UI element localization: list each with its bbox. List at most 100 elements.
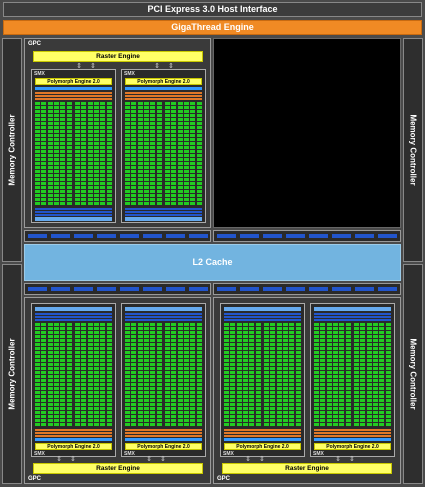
cuda-core xyxy=(270,375,276,378)
cuda-core xyxy=(60,383,66,386)
cuda-core xyxy=(35,146,40,149)
cuda-core xyxy=(143,359,149,362)
cuda-core xyxy=(177,379,183,382)
cuda-core xyxy=(289,323,295,326)
cuda-core xyxy=(190,170,196,173)
instruction-cache xyxy=(125,87,202,90)
cuda-core xyxy=(360,379,366,382)
cuda-core xyxy=(35,134,40,137)
cuda-core xyxy=(332,415,338,418)
cuda-core xyxy=(156,351,162,354)
cuda-core xyxy=(183,355,189,358)
memory-controller-label: Memory Controller xyxy=(408,114,418,186)
cuda-core xyxy=(125,391,130,394)
cuda-core xyxy=(379,363,385,366)
cuda-core xyxy=(75,367,80,370)
cuda-core xyxy=(60,323,66,326)
cuda-core xyxy=(249,335,255,338)
cuda-core xyxy=(131,375,137,378)
cuda-core xyxy=(255,355,261,358)
cuda-core xyxy=(75,327,80,330)
cuda-core xyxy=(289,331,295,334)
cuda-core xyxy=(249,395,255,398)
cuda-core xyxy=(171,142,177,145)
cuda-core xyxy=(137,327,143,330)
cuda-core xyxy=(270,355,276,358)
cuda-core xyxy=(177,371,183,374)
cuda-core xyxy=(131,351,137,354)
cuda-core xyxy=(106,391,112,394)
cuda-core xyxy=(326,347,332,350)
cuda-core xyxy=(75,335,80,338)
cuda-core xyxy=(100,126,106,129)
cuda-core xyxy=(131,371,137,374)
cuda-core xyxy=(314,415,319,418)
cuda-core xyxy=(190,142,196,145)
cuda-core xyxy=(75,379,80,382)
cuda-core xyxy=(196,114,202,117)
cuda-core xyxy=(295,327,301,330)
cuda-core xyxy=(289,335,295,338)
cuda-core xyxy=(196,146,202,149)
cuda-core xyxy=(137,130,143,133)
cuda-core xyxy=(41,114,47,117)
cuda-core xyxy=(53,339,59,342)
cuda-core xyxy=(196,202,202,205)
cuda-core xyxy=(190,158,196,161)
cuda-core xyxy=(385,343,391,346)
cuda-core xyxy=(339,403,345,406)
cuda-core xyxy=(183,190,189,193)
cuda-core xyxy=(366,419,372,422)
cuda-core xyxy=(379,371,385,374)
cuda-core xyxy=(100,371,106,374)
cuda-core xyxy=(171,395,177,398)
cuda-core xyxy=(93,198,99,201)
cuda-core xyxy=(87,162,93,165)
cuda-core xyxy=(366,367,372,370)
cuda-core xyxy=(81,415,87,418)
cuda-core xyxy=(171,162,177,165)
cuda-core xyxy=(177,387,183,390)
cuda-core xyxy=(35,138,40,141)
cuda-core xyxy=(354,335,359,338)
cuda-core xyxy=(60,166,66,169)
cuda-core xyxy=(171,178,177,181)
cuda-core xyxy=(75,106,80,109)
cuda-core xyxy=(137,423,143,426)
cuda-core xyxy=(196,355,202,358)
cuda-core xyxy=(224,375,229,378)
cuda-core xyxy=(224,391,229,394)
cuda-core xyxy=(131,323,137,326)
cuda-core xyxy=(150,343,156,346)
cuda-core xyxy=(171,126,177,129)
cuda-core xyxy=(171,154,177,157)
cuda-core xyxy=(242,327,248,330)
cuda-core xyxy=(75,134,80,137)
cuda-core xyxy=(366,395,372,398)
cuda-core xyxy=(320,359,326,362)
cuda-core xyxy=(276,383,282,386)
cuda-core xyxy=(196,411,202,414)
cuda-core xyxy=(106,178,112,181)
cuda-core xyxy=(379,375,385,378)
cuda-core xyxy=(66,110,72,113)
cuda-core xyxy=(87,194,93,197)
cuda-core xyxy=(47,399,53,402)
cuda-core xyxy=(41,343,47,346)
cuda-core xyxy=(81,130,87,133)
load-store-unit xyxy=(35,214,112,216)
cuda-core xyxy=(125,126,130,129)
cuda-core xyxy=(125,154,130,157)
cuda-core xyxy=(41,106,47,109)
cuda-core xyxy=(35,327,40,330)
cuda-core xyxy=(177,423,183,426)
gigathread-engine: GigaThread Engine xyxy=(3,20,422,35)
cuda-core xyxy=(150,327,156,330)
cuda-core xyxy=(100,419,106,422)
cuda-core xyxy=(53,407,59,410)
cuda-core xyxy=(326,391,332,394)
cuda-core xyxy=(150,423,156,426)
cuda-core xyxy=(270,403,276,406)
cuda-core xyxy=(242,355,248,358)
cuda-core xyxy=(106,154,112,157)
